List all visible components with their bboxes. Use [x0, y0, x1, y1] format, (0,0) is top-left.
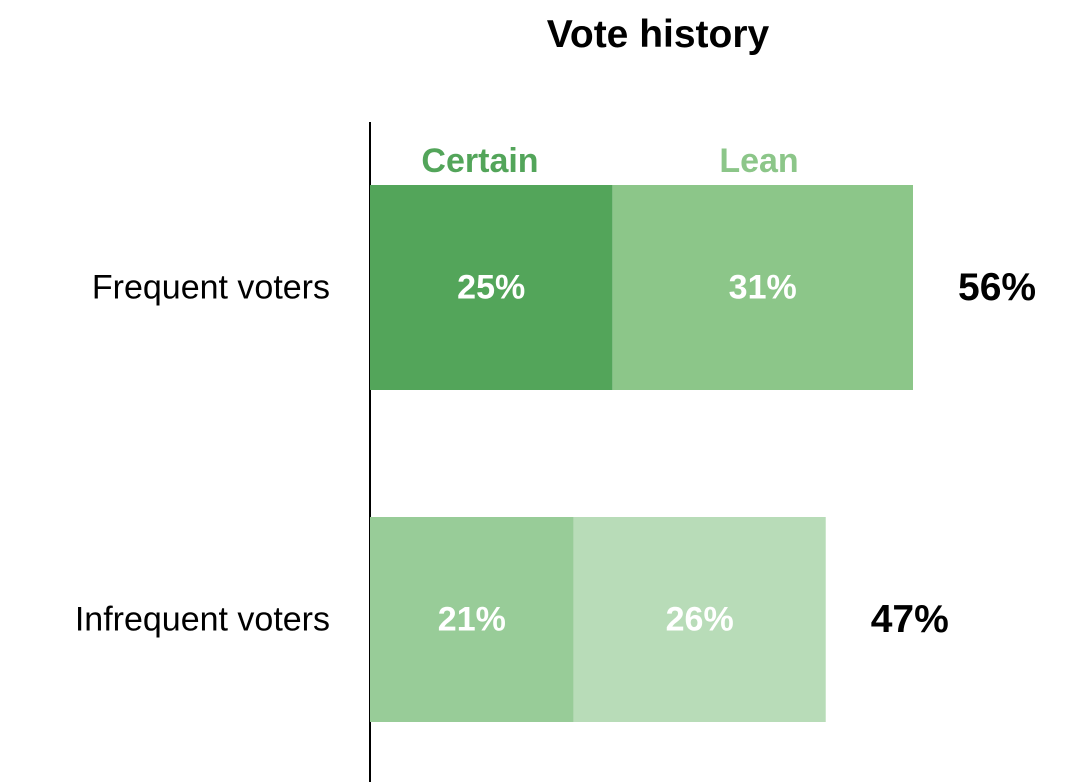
data-label-lean-frequent-voters: 31% — [729, 269, 797, 307]
data-label-lean-infrequent-voters: 26% — [666, 601, 734, 639]
chart-title: Vote history — [547, 13, 770, 56]
data-label-certain-frequent-voters: 25% — [457, 269, 525, 307]
bar-segment-lean-infrequent-voters — [573, 517, 826, 722]
total-label-frequent-voters: 56% — [958, 266, 1036, 309]
category-label-infrequent-voters: Infrequent voters — [75, 601, 330, 639]
legend-entry-certain: Certain — [421, 142, 538, 180]
bar-segment-lean-frequent-voters — [612, 185, 913, 390]
legend-entry-lean: Lean — [719, 142, 798, 180]
bar-segment-certain-infrequent-voters — [370, 517, 574, 722]
total-label-infrequent-voters: 47% — [871, 598, 949, 641]
data-label-certain-infrequent-voters: 21% — [438, 601, 506, 639]
category-label-frequent-voters: Frequent voters — [92, 269, 330, 307]
bars-group: Frequent voters 25% 31% 56% Infrequent voter… — [75, 185, 1036, 722]
bar-segment-certain-frequent-voters — [370, 185, 613, 390]
